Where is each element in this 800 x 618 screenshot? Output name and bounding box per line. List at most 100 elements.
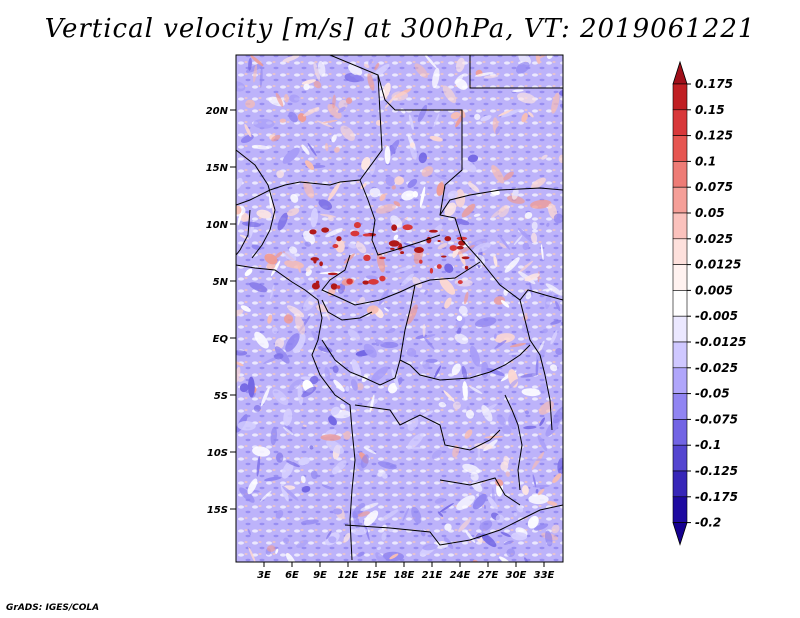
field-cell: [528, 111, 534, 118]
field-cell: [247, 478, 258, 495]
field-cell-strong: [444, 236, 452, 242]
field-cell: [279, 118, 287, 123]
field-cell: [384, 145, 391, 165]
field-cell: [496, 414, 506, 426]
field-cell: [357, 551, 365, 557]
field-cell: [443, 537, 454, 550]
field-cell: [326, 530, 332, 540]
field-cell: [239, 487, 255, 503]
field-cell-strong: [390, 247, 395, 250]
field-cell: [250, 55, 264, 67]
field-cell: [474, 72, 494, 77]
field-cell: [363, 343, 377, 358]
field-cell: [450, 112, 461, 120]
field-cell: [521, 388, 541, 397]
field-cell: [360, 454, 369, 469]
field-cell: [270, 426, 278, 446]
field-cell: [363, 510, 379, 526]
field-cell: [422, 410, 434, 417]
field-cell: [540, 244, 544, 261]
field-cell: [486, 368, 505, 376]
field-cell: [353, 74, 365, 82]
field-cell: [506, 195, 525, 204]
field-cell: [444, 523, 452, 531]
chart-title: Vertical velocity [m/s] at 300hPa, VT: 2…: [44, 14, 756, 44]
field-cell: [287, 208, 300, 217]
field-cell: [472, 493, 487, 510]
field-cell: [483, 74, 499, 79]
field-cell: [280, 483, 289, 502]
field-cell: [538, 383, 548, 394]
field-cell: [431, 449, 442, 460]
velocity-field: [236, 55, 563, 562]
field-cell: [473, 213, 481, 217]
field-cell: [275, 92, 284, 107]
field-cell: [266, 545, 276, 552]
field-cell: [546, 500, 558, 506]
field-cell: [285, 333, 300, 352]
field-cell: [236, 309, 244, 318]
field-cell: [327, 288, 336, 296]
field-cell: [422, 323, 426, 337]
field-cell: [458, 305, 468, 315]
field-cell: [423, 334, 436, 339]
field-cell: [239, 383, 249, 393]
field-cell: [289, 94, 300, 103]
field-cell: [340, 125, 355, 141]
field-cell: [474, 113, 481, 121]
field-cell: [375, 204, 396, 214]
field-cell: [455, 218, 470, 226]
field-cell: [318, 199, 333, 210]
field-cell: [256, 209, 272, 219]
colorbar-label: 0.0125: [695, 258, 741, 272]
field-cell: [334, 460, 347, 472]
field-cell: [550, 330, 558, 345]
field-cell: [378, 289, 389, 306]
field-cell: [465, 530, 476, 544]
field-cell: [518, 55, 531, 66]
field-cell: [414, 63, 429, 79]
field-cell: [286, 305, 305, 318]
field-cell-strong: [464, 265, 469, 270]
lon-label: 15E: [366, 570, 387, 581]
field-cell: [424, 55, 437, 69]
colorbar-swatch: [672, 341, 688, 369]
field-cell: [369, 394, 375, 413]
field-cell: [424, 289, 428, 295]
field-cell: [523, 425, 537, 430]
field-cell: [532, 484, 550, 488]
field-cell: [541, 154, 548, 160]
field-cell: [418, 152, 428, 164]
field-cell: [317, 60, 326, 77]
field-cell: [370, 366, 389, 383]
colorbar-top-arrow: [672, 60, 688, 85]
colorbar-swatch: [672, 83, 688, 111]
field-cell: [391, 369, 400, 390]
field-cell-strong: [379, 256, 386, 260]
colorbar-swatch: [672, 186, 688, 214]
lat-label: EQ: [213, 334, 229, 345]
field-cell: [443, 390, 455, 402]
field-cell: [343, 430, 351, 440]
field-cell: [337, 106, 346, 113]
field-cell: [406, 348, 417, 357]
field-cell: [308, 301, 313, 306]
field-cell: [283, 314, 294, 324]
field-cell: [309, 375, 319, 385]
field-cell: [244, 268, 253, 277]
field-cell: [325, 311, 331, 321]
field-cell: [503, 171, 514, 181]
field-cell: [275, 510, 284, 519]
field-cell-strong: [315, 280, 320, 284]
field-cell: [332, 365, 339, 373]
field-cell: [327, 182, 341, 201]
field-cell: [321, 484, 333, 490]
field-cell: [303, 180, 315, 199]
lat-label: 10N: [206, 220, 229, 231]
field-cell: [244, 123, 252, 138]
field-cell: [301, 485, 311, 493]
field-cell: [552, 473, 562, 484]
field-cell: [260, 386, 270, 407]
colorbar-label: 0.025: [695, 232, 733, 246]
field-cell: [407, 417, 419, 431]
